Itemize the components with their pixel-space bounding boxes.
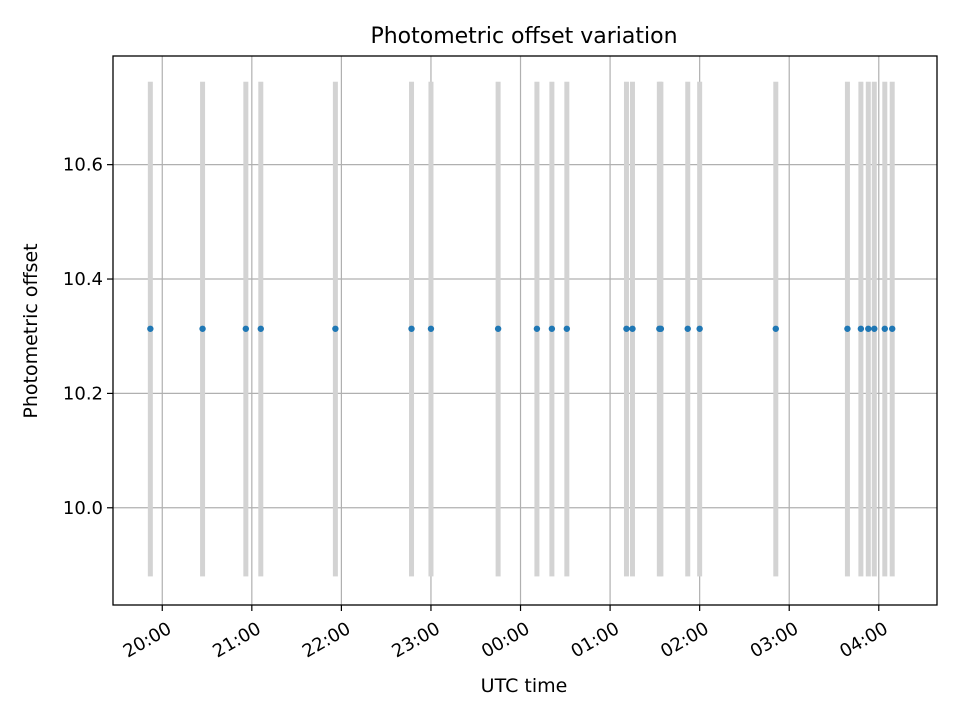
grid-layer [113, 56, 937, 605]
data-point [548, 325, 556, 332]
y-tick-label: 10.0 [63, 498, 103, 519]
x-tick-label: 03:00 [747, 618, 802, 662]
data-point [332, 325, 339, 332]
x-tick-label: 01:00 [568, 618, 623, 662]
x-tick-label: 04:00 [836, 618, 891, 662]
data-point [881, 325, 888, 332]
y-axis-ticks: 10.0 10.2 10.4 10.6 [63, 155, 113, 519]
plot-frame [112, 55, 938, 606]
data-point [199, 325, 206, 332]
x-tick-label: 00:00 [478, 618, 533, 662]
data-point [629, 325, 636, 332]
data-point [242, 325, 250, 332]
data-point [257, 325, 264, 332]
y-tick-label: 10.2 [63, 383, 103, 404]
data-point [563, 325, 571, 332]
data-point [871, 325, 878, 332]
data-point [684, 325, 691, 332]
x-tick-label: 22:00 [299, 618, 354, 662]
y-tick-label: 10.6 [63, 155, 103, 176]
x-tick-label: 02:00 [657, 618, 712, 662]
x-tick-label: 23:00 [388, 618, 443, 662]
y-axis-label: Photometric offset [20, 243, 42, 418]
data-point [533, 325, 541, 332]
data-point [494, 325, 502, 332]
chart-title: Photometric offset variation [370, 24, 677, 49]
x-axis-ticks: 20:00 21:00 22:00 23:00 00:00 01:00 02:00 03:00… [120, 605, 892, 662]
data-point [696, 325, 703, 332]
data-point [865, 325, 872, 332]
data-point [889, 325, 896, 332]
data-point [844, 325, 851, 332]
data-point [147, 325, 154, 332]
data-point [427, 325, 435, 332]
point-layer [147, 325, 896, 332]
data-point [623, 325, 630, 332]
plot-area [112, 55, 938, 606]
x-axis-label: UTC time [481, 675, 568, 697]
data-point [772, 325, 779, 332]
plot-background [113, 56, 937, 605]
x-tick-label: 21:00 [209, 618, 264, 662]
data-point [408, 325, 415, 332]
y-tick-label: 10.4 [63, 269, 103, 290]
x-tick-label: 20:00 [120, 618, 175, 662]
data-point [657, 325, 665, 332]
data-point [857, 325, 865, 332]
